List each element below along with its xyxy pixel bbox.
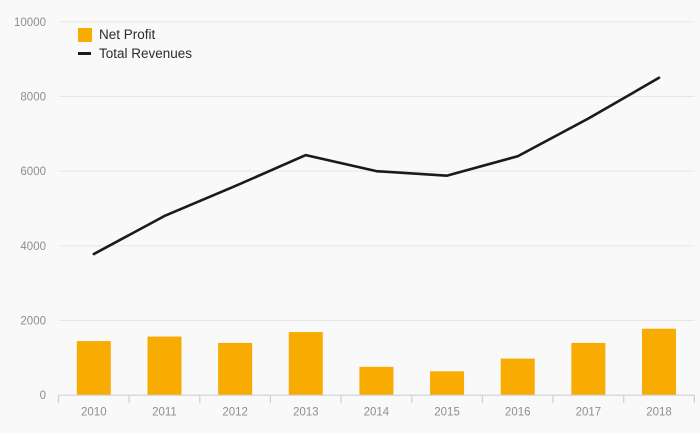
x-axis-label-2014: 2014 (364, 407, 390, 419)
legend-item-net-profit[interactable]: Net Profit (78, 27, 192, 42)
x-axis-label-2010: 2010 (81, 407, 107, 419)
bar-2016[interactable] (500, 358, 535, 396)
legend-label-total-revenues: Total Revenues (99, 46, 193, 61)
y-axis-label-0: 0 (40, 390, 46, 402)
y-axis-label-2000: 2000 (20, 316, 46, 328)
bar-2011[interactable] (147, 336, 182, 396)
bar-2018[interactable] (642, 328, 677, 396)
chart-legend: Net Profit Total Revenues (78, 27, 192, 61)
bar-2013[interactable] (288, 332, 323, 396)
x-axis-label-2013: 2013 (293, 407, 319, 419)
total-revenues-swatch-icon (78, 52, 91, 55)
legend-item-total-revenues[interactable]: Total Revenues (78, 46, 192, 61)
bar-2010[interactable] (76, 341, 111, 396)
x-axis-label-2016: 2016 (505, 407, 531, 419)
x-axis-label-2018: 2018 (646, 407, 672, 419)
total-revenues-line[interactable] (92, 76, 661, 256)
bar-2017[interactable] (571, 342, 606, 396)
y-axis-label-6000: 6000 (20, 166, 46, 178)
x-axis-label-2015: 2015 (434, 407, 460, 419)
x-axis-label-2017: 2017 (576, 407, 602, 419)
bar-2014[interactable] (359, 366, 394, 396)
net-profit-swatch-icon (78, 27, 92, 42)
legend-label-net-profit: Net Profit (99, 27, 156, 42)
x-axis-label-2011: 2011 (152, 407, 177, 419)
y-axis-label-10000: 10000 (14, 17, 46, 29)
bar-2012[interactable] (218, 342, 253, 396)
bar-2015[interactable] (430, 371, 465, 396)
y-axis-label-8000: 8000 (20, 91, 46, 103)
y-axis-label-4000: 4000 (20, 241, 46, 253)
x-axis-label-2012: 2012 (222, 407, 248, 419)
